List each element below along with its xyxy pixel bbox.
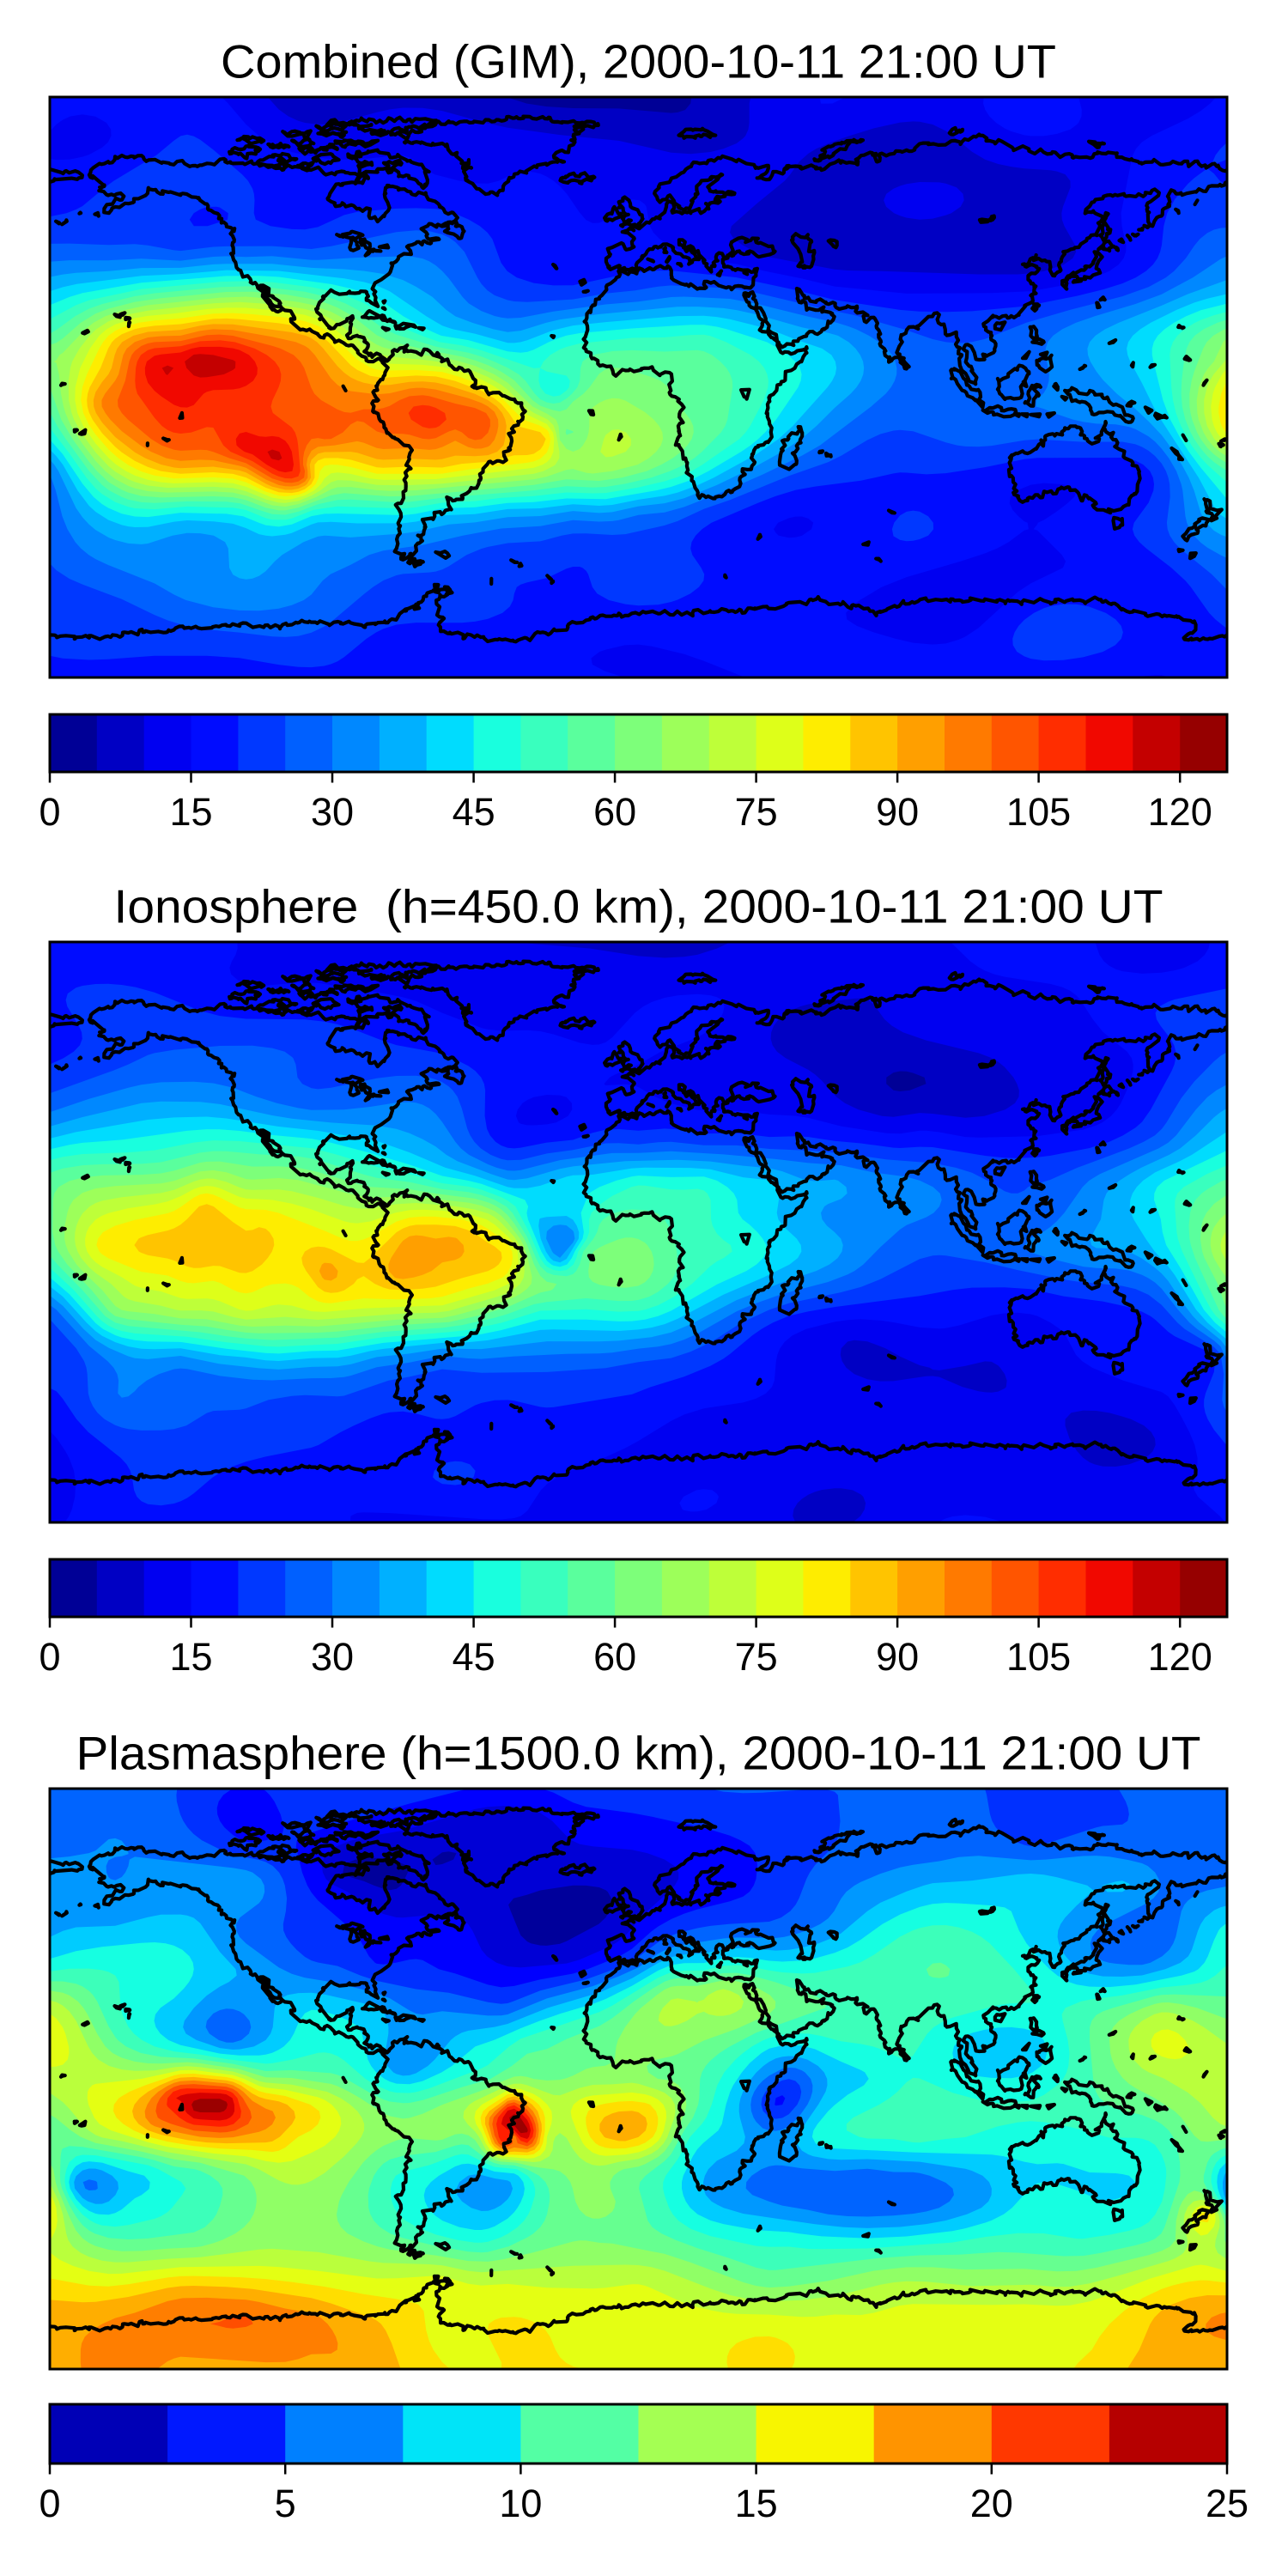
svg-text:Combined (GIM), 2000-10-11 21:: Combined (GIM), 2000-10-11 21:00 UT: [221, 35, 1056, 88]
svg-text:45: 45: [453, 1635, 495, 1679]
svg-text:0: 0: [39, 1635, 60, 1679]
svg-text:105: 105: [1006, 1635, 1071, 1679]
svg-text:120: 120: [1148, 790, 1212, 834]
svg-text:15: 15: [169, 1635, 212, 1679]
svg-text:105: 105: [1006, 790, 1071, 834]
svg-text:0: 0: [39, 790, 60, 834]
svg-text:90: 90: [876, 790, 919, 834]
svg-text:75: 75: [735, 790, 778, 834]
svg-text:15: 15: [169, 790, 212, 834]
svg-text:45: 45: [453, 790, 495, 834]
svg-text:30: 30: [311, 1635, 354, 1679]
svg-text:120: 120: [1148, 1635, 1212, 1679]
svg-text:60: 60: [593, 1635, 636, 1679]
svg-text:75: 75: [735, 1635, 778, 1679]
svg-text:0: 0: [39, 2482, 60, 2525]
svg-text:15: 15: [735, 2482, 778, 2525]
svg-text:Plasmasphere (h=1500.0 km), 20: Plasmasphere (h=1500.0 km), 2000-10-11 2…: [76, 1727, 1201, 1780]
svg-text:60: 60: [593, 790, 636, 834]
svg-text:90: 90: [876, 1635, 919, 1679]
svg-text:20: 20: [970, 2482, 1013, 2525]
svg-text:Ionosphere (h=450.0 km), 2000: Ionosphere (h=450.0 km), 2000-10-11 21:0…: [114, 880, 1163, 933]
svg-text:5: 5: [275, 2482, 296, 2525]
svg-text:30: 30: [311, 790, 354, 834]
svg-text:25: 25: [1206, 2482, 1249, 2525]
svg-text:10: 10: [499, 2482, 542, 2525]
